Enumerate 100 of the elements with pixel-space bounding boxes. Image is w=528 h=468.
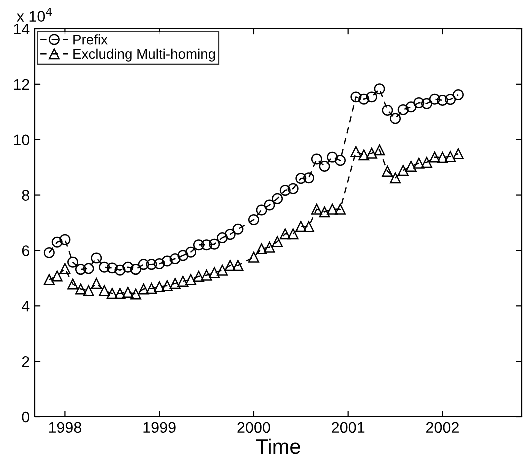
point	[350, 146, 362, 158]
point	[209, 267, 220, 278]
point	[319, 206, 330, 218]
point	[358, 150, 370, 161]
point	[130, 288, 142, 300]
point	[232, 260, 244, 272]
x-tick-label: 2000	[238, 422, 270, 434]
point	[272, 193, 284, 204]
point	[193, 240, 204, 251]
point	[272, 236, 284, 248]
point	[335, 155, 346, 166]
point	[186, 274, 196, 286]
x-tick-label: 2002	[426, 422, 459, 434]
point	[83, 263, 94, 274]
y-tick-label: 10	[14, 134, 30, 146]
point	[248, 214, 260, 226]
point	[91, 252, 102, 264]
point	[75, 264, 86, 276]
y-tick-label: 2	[22, 356, 30, 368]
point	[162, 280, 173, 292]
point	[91, 278, 102, 290]
y-tick-label: 4	[22, 301, 30, 312]
point	[99, 285, 110, 296]
point	[311, 154, 322, 165]
point	[193, 271, 204, 282]
point	[178, 250, 189, 262]
point	[398, 165, 409, 176]
point	[44, 247, 55, 258]
point	[122, 287, 134, 298]
point	[224, 229, 236, 240]
point	[201, 270, 212, 281]
point	[406, 102, 417, 113]
point	[122, 262, 134, 273]
point	[304, 221, 314, 232]
point	[106, 288, 118, 300]
point	[154, 258, 166, 270]
point	[170, 278, 181, 290]
point	[335, 204, 346, 215]
point	[358, 94, 370, 105]
point	[452, 89, 464, 100]
point	[52, 236, 63, 248]
point	[162, 256, 173, 267]
point	[327, 152, 338, 163]
point	[130, 264, 142, 276]
y-tick-label: 12	[14, 79, 30, 90]
x-tick-label: 1998	[49, 422, 82, 434]
point	[256, 244, 268, 255]
x-tick-label: 1999	[144, 422, 176, 434]
point	[429, 152, 440, 163]
point	[248, 252, 260, 263]
point	[83, 285, 94, 296]
point	[311, 204, 322, 215]
point	[280, 185, 291, 196]
point	[52, 270, 63, 282]
point	[60, 234, 71, 246]
point	[264, 242, 276, 253]
point	[178, 276, 189, 287]
y-tick-label: 14	[14, 24, 30, 35]
point	[60, 263, 71, 274]
point	[296, 173, 307, 184]
y-tick-label: 6	[22, 246, 30, 256]
point	[138, 284, 150, 295]
point	[382, 166, 394, 177]
point	[217, 264, 228, 276]
point	[390, 172, 402, 184]
point	[146, 259, 158, 270]
point	[452, 148, 464, 160]
point	[201, 240, 212, 251]
y-tick-label: 8	[22, 190, 30, 201]
point	[186, 246, 196, 258]
point	[421, 98, 432, 110]
point	[304, 172, 314, 184]
point	[75, 284, 86, 295]
point	[288, 183, 299, 194]
point	[224, 260, 236, 272]
point	[429, 94, 440, 105]
point	[374, 144, 386, 156]
point	[319, 160, 330, 172]
point	[68, 278, 79, 290]
point	[366, 92, 378, 103]
point	[170, 254, 181, 265]
point	[99, 262, 110, 273]
point	[217, 232, 228, 244]
point	[390, 113, 402, 124]
point	[437, 95, 448, 106]
point	[68, 256, 79, 268]
point	[414, 98, 425, 108]
point	[296, 221, 307, 232]
legend-label: Prefix	[74, 34, 108, 45]
point	[414, 158, 425, 169]
point	[437, 152, 448, 164]
point	[382, 104, 394, 116]
point	[288, 228, 299, 240]
point	[44, 274, 55, 286]
legend-label: Excluding Multi-homing	[74, 48, 216, 62]
point	[280, 228, 291, 240]
point	[445, 151, 456, 162]
point	[445, 94, 456, 106]
point	[366, 148, 378, 159]
point	[350, 92, 362, 103]
